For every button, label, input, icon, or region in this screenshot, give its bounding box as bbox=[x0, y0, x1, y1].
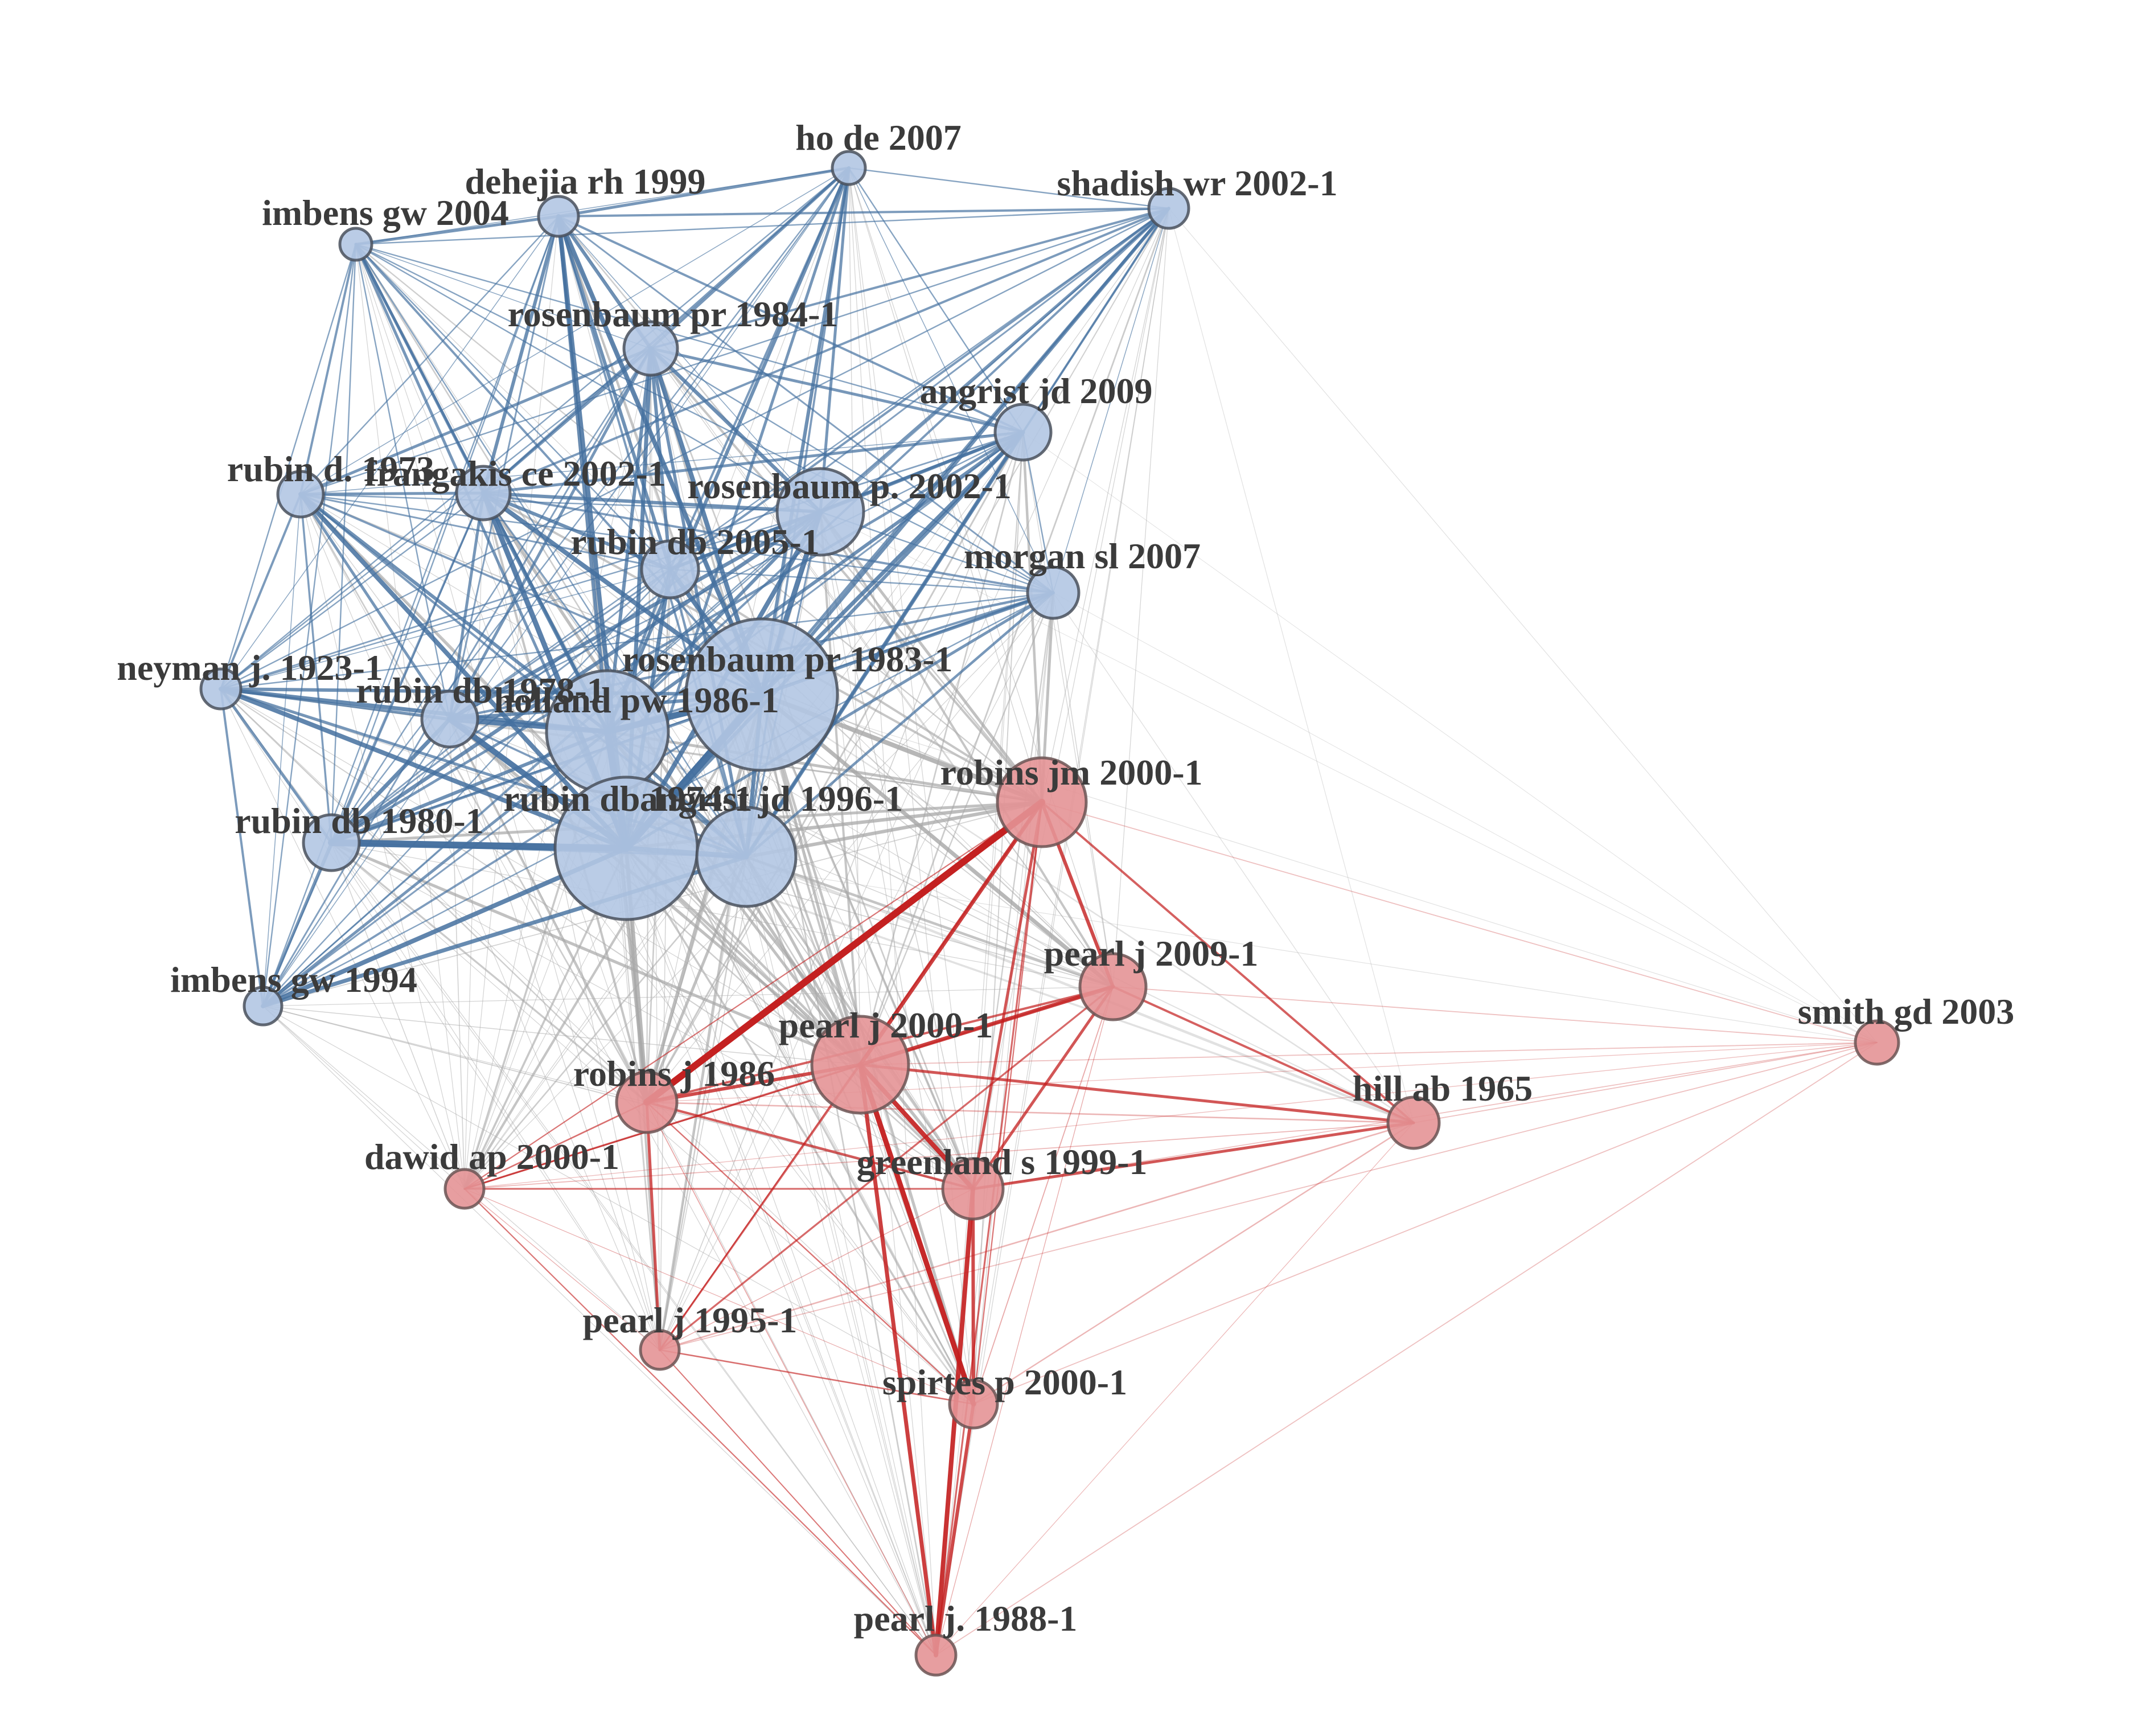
svg-text:rosenbaum pr 1983-1: rosenbaum pr 1983-1 bbox=[622, 639, 953, 679]
svg-text:rubin db 2005-1: rubin db 2005-1 bbox=[570, 522, 819, 562]
svg-text:holland pw 1986-1: holland pw 1986-1 bbox=[494, 680, 779, 720]
svg-text:angrist jd 2009: angrist jd 2009 bbox=[920, 371, 1153, 411]
svg-text:pearl j 1995-1: pearl j 1995-1 bbox=[583, 1300, 798, 1340]
svg-text:morgan sl 2007: morgan sl 2007 bbox=[964, 536, 1201, 576]
svg-text:hill ab 1965: hill ab 1965 bbox=[1353, 1068, 1533, 1109]
svg-text:pearl j 2000-1: pearl j 2000-1 bbox=[779, 1005, 993, 1045]
svg-text:pearl j. 1988-1: pearl j. 1988-1 bbox=[854, 1598, 1078, 1639]
svg-text:angrist jd 1996-1: angrist jd 1996-1 bbox=[640, 778, 903, 819]
svg-text:rosenbaum pr 1984-1: rosenbaum pr 1984-1 bbox=[508, 294, 839, 334]
svg-text:rubin d. 1973: rubin d. 1973 bbox=[227, 449, 435, 489]
svg-text:rubin db 1978-1: rubin db 1978-1 bbox=[356, 670, 605, 711]
svg-text:neyman j. 1923-1: neyman j. 1923-1 bbox=[117, 647, 383, 688]
svg-text:spirtes p 2000-1: spirtes p 2000-1 bbox=[882, 1362, 1127, 1402]
svg-text:pearl j 2009-1: pearl j 2009-1 bbox=[1044, 933, 1259, 974]
svg-text:robins jm 2000-1: robins jm 2000-1 bbox=[940, 752, 1202, 793]
svg-text:robins j 1986: robins j 1986 bbox=[573, 1053, 775, 1094]
svg-text:rubin db 1980-1: rubin db 1980-1 bbox=[235, 801, 483, 841]
svg-text:shadish wr 2002-1: shadish wr 2002-1 bbox=[1057, 163, 1337, 203]
svg-text:ho de 2007: ho de 2007 bbox=[795, 117, 962, 158]
svg-text:greenland s 1999-1: greenland s 1999-1 bbox=[857, 1142, 1148, 1182]
svg-text:dehejia rh 1999: dehejia rh 1999 bbox=[465, 161, 705, 202]
svg-text:rosenbaum p. 2002-1: rosenbaum p. 2002-1 bbox=[687, 466, 1012, 506]
svg-text:smith gd 2003: smith gd 2003 bbox=[1798, 991, 2015, 1032]
svg-text:imbens gw 1994: imbens gw 1994 bbox=[170, 959, 417, 1000]
svg-text:rubin db 1974-1: rubin db 1974-1 bbox=[503, 778, 752, 819]
svg-text:imbens gw 2004: imbens gw 2004 bbox=[262, 192, 509, 233]
svg-text:frangakis ce 2002-1: frangakis ce 2002-1 bbox=[364, 453, 666, 494]
svg-text:dawid ap 2000-1: dawid ap 2000-1 bbox=[364, 1136, 619, 1177]
